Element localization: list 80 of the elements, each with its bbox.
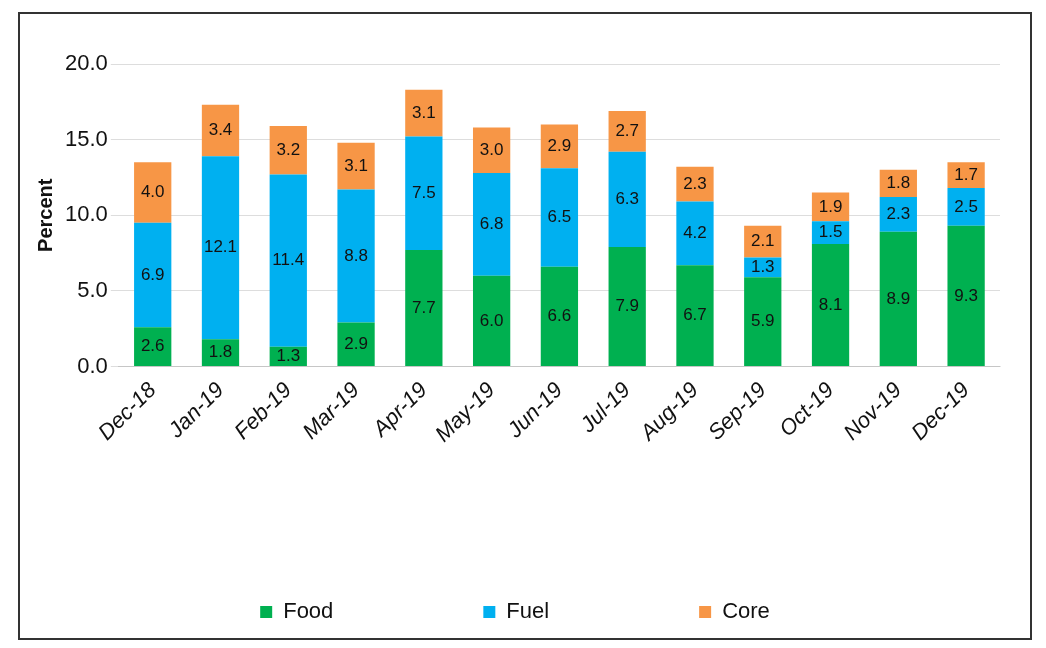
- legend-label: Core: [722, 598, 770, 624]
- data-label: 6.3: [615, 189, 640, 209]
- data-label: 1.5: [818, 222, 843, 242]
- bar: [405, 89, 443, 137]
- data-label: 9.3: [954, 285, 978, 305]
- bar: [201, 104, 240, 157]
- bar: [337, 189, 375, 323]
- data-label: 4.0: [140, 182, 165, 202]
- data-label: 2.9: [344, 333, 368, 353]
- data-label: 2.3: [886, 204, 911, 224]
- data-label: 2.6: [140, 336, 165, 356]
- bar: [134, 222, 172, 328]
- bar: [337, 142, 375, 190]
- data-label: 1.8: [208, 342, 233, 362]
- data-label: 7.7: [412, 297, 436, 317]
- bar: [608, 110, 646, 152]
- bar: [540, 168, 579, 267]
- bar: [134, 327, 172, 366]
- bar: [472, 172, 511, 276]
- legend-label: Food: [283, 598, 334, 624]
- bar: [269, 174, 307, 347]
- data-label: 6.9: [140, 264, 165, 284]
- data-label: 3.2: [276, 139, 301, 159]
- bar: [608, 151, 646, 247]
- data-label: 6.0: [479, 310, 504, 330]
- data-label: 7.5: [412, 182, 436, 202]
- data-label: 2.1: [750, 231, 775, 251]
- y-axis-title: Percent: [33, 178, 56, 252]
- y-tick-label: 10.0: [64, 201, 108, 227]
- bar: [947, 225, 985, 366]
- data-label: 6.7: [683, 305, 707, 325]
- data-label: 1.8: [886, 173, 911, 193]
- data-label: 8.8: [344, 245, 368, 265]
- bar: [947, 162, 985, 189]
- y-tick-label: 15.0: [64, 125, 108, 151]
- data-label: 1.3: [750, 257, 775, 277]
- data-label: 2.3: [683, 173, 707, 193]
- data-label: 6.5: [547, 207, 572, 227]
- y-tick-label: 20.0: [64, 50, 108, 76]
- bar: [405, 136, 443, 251]
- bar: [472, 275, 511, 366]
- bar: [269, 126, 307, 175]
- data-label: 1.7: [954, 164, 978, 184]
- y-tick-label: 5.0: [77, 276, 108, 302]
- bar: [134, 162, 172, 223]
- bar: [676, 166, 714, 202]
- bar: [879, 231, 917, 366]
- bar: [676, 201, 714, 266]
- data-label: 3.0: [479, 139, 504, 159]
- data-label: 8.1: [818, 294, 843, 314]
- data-label: 6.8: [479, 213, 504, 233]
- data-label: 8.9: [886, 288, 911, 308]
- bar: [201, 156, 240, 340]
- bar: [337, 322, 375, 366]
- data-label: 5.9: [750, 311, 775, 331]
- data-label: 7.9: [615, 296, 640, 316]
- legend-label: Fuel: [506, 598, 550, 624]
- bar: [811, 243, 850, 366]
- data-label: 1.3: [276, 346, 301, 366]
- data-label: 2.9: [547, 136, 572, 156]
- data-label: 2.7: [615, 120, 640, 140]
- data-label: 2.5: [954, 196, 978, 216]
- data-label: 3.4: [208, 120, 233, 140]
- data-label: 12.1: [203, 237, 238, 257]
- data-label: 3.1: [412, 102, 436, 122]
- data-label: 11.4: [272, 250, 305, 270]
- bar: [744, 225, 782, 258]
- bar: [472, 127, 511, 173]
- data-label: 3.1: [344, 155, 368, 175]
- bar: [540, 124, 579, 169]
- bar: [947, 188, 985, 226]
- bar: [405, 250, 443, 366]
- bar: [676, 265, 714, 366]
- bar: [608, 246, 646, 366]
- y-tick-label: 0.0: [77, 352, 108, 378]
- bar: [540, 266, 579, 366]
- data-label: 1.9: [818, 196, 843, 216]
- data-label: 4.2: [683, 223, 707, 243]
- data-label: 6.6: [547, 305, 572, 325]
- bar: [744, 277, 782, 366]
